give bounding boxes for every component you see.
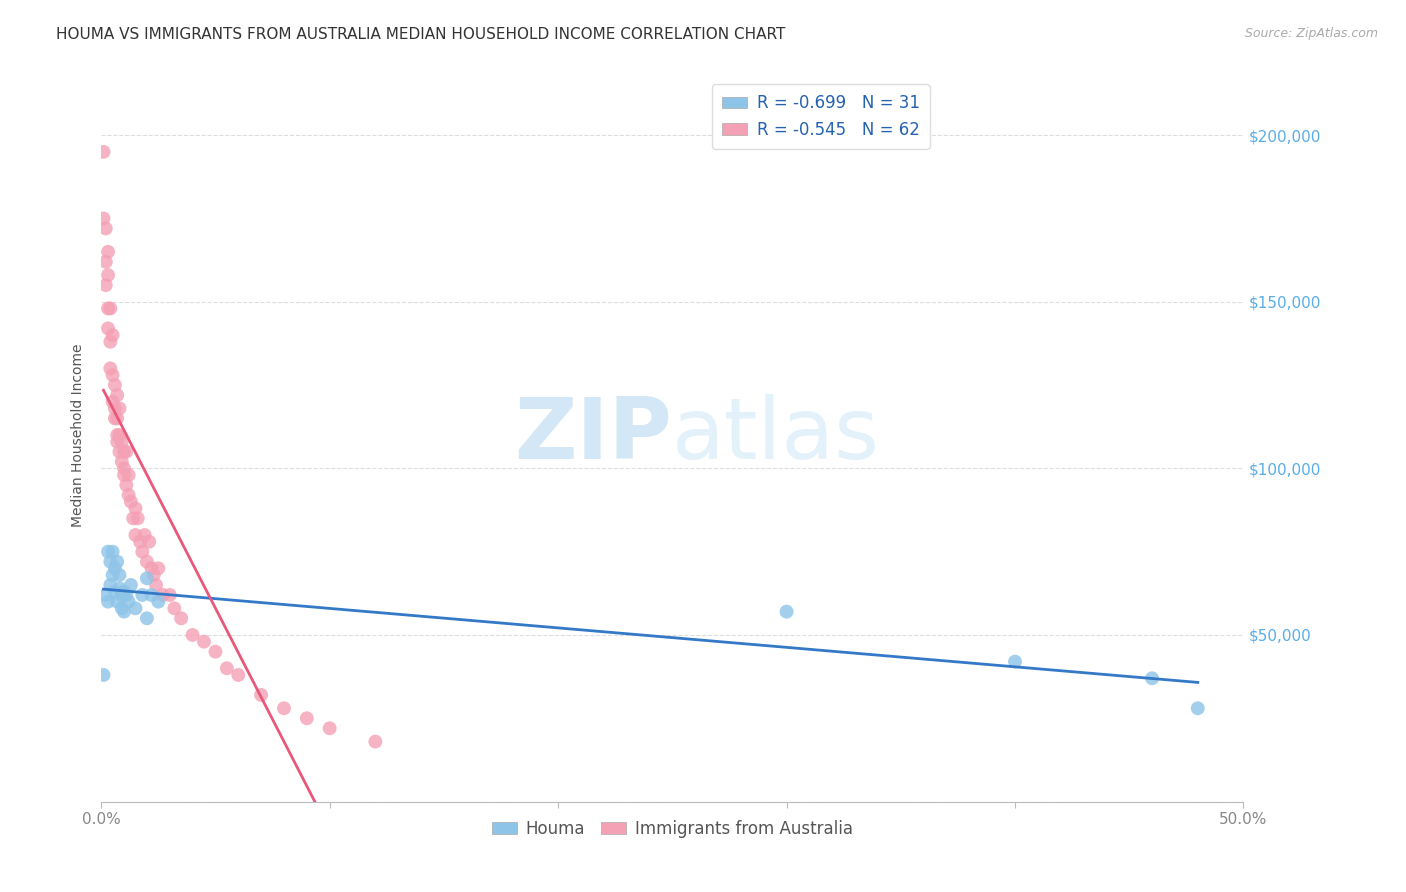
- Point: [104, 411, 127, 425]
- Point: [364, 734, 387, 748]
- Point: [181, 628, 204, 642]
- Point: [108, 582, 131, 596]
- Point: [131, 544, 153, 558]
- Point: [105, 428, 128, 442]
- Point: [111, 601, 134, 615]
- Point: [94, 254, 117, 268]
- Point: [141, 561, 163, 575]
- Point: [120, 494, 142, 508]
- Point: [108, 568, 131, 582]
- Point: [142, 568, 165, 582]
- Point: [97, 321, 120, 335]
- Point: [112, 605, 135, 619]
- Point: [135, 555, 157, 569]
- Point: [108, 428, 131, 442]
- Point: [159, 588, 181, 602]
- Text: atlas: atlas: [672, 393, 880, 476]
- Point: [193, 634, 215, 648]
- Point: [112, 461, 135, 475]
- Point: [97, 594, 120, 608]
- Point: [117, 468, 139, 483]
- Point: [104, 561, 127, 575]
- Point: [104, 584, 127, 599]
- Point: [101, 568, 124, 582]
- Point: [152, 588, 174, 602]
- Point: [112, 584, 135, 599]
- Point: [1004, 655, 1026, 669]
- Point: [135, 571, 157, 585]
- Point: [145, 578, 167, 592]
- Point: [124, 601, 146, 615]
- Legend: Houma, Immigrants from Australia: Houma, Immigrants from Australia: [485, 814, 859, 845]
- Point: [124, 501, 146, 516]
- Point: [117, 488, 139, 502]
- Point: [97, 544, 120, 558]
- Point: [97, 244, 120, 259]
- Y-axis label: Median Household Income: Median Household Income: [72, 343, 86, 527]
- Point: [129, 534, 152, 549]
- Point: [115, 588, 138, 602]
- Point: [111, 588, 134, 602]
- Point: [97, 268, 120, 282]
- Point: [135, 611, 157, 625]
- Point: [94, 278, 117, 293]
- Point: [120, 578, 142, 592]
- Text: Source: ZipAtlas.com: Source: ZipAtlas.com: [1244, 27, 1378, 40]
- Point: [93, 211, 115, 226]
- Point: [105, 555, 128, 569]
- Point: [98, 301, 121, 316]
- Point: [112, 468, 135, 483]
- Point: [111, 455, 134, 469]
- Point: [215, 661, 238, 675]
- Point: [105, 388, 128, 402]
- Point: [1140, 671, 1163, 685]
- Text: HOUMA VS IMMIGRANTS FROM AUSTRALIA MEDIAN HOUSEHOLD INCOME CORRELATION CHART: HOUMA VS IMMIGRANTS FROM AUSTRALIA MEDIA…: [56, 27, 786, 42]
- Point: [250, 688, 273, 702]
- Point: [148, 594, 170, 608]
- Point: [101, 328, 124, 343]
- Point: [97, 301, 120, 316]
- Point: [101, 544, 124, 558]
- Point: [94, 221, 117, 235]
- Point: [131, 588, 153, 602]
- Point: [170, 611, 193, 625]
- Point: [112, 444, 135, 458]
- Point: [1187, 701, 1209, 715]
- Point: [775, 605, 797, 619]
- Point: [127, 511, 149, 525]
- Point: [93, 668, 115, 682]
- Point: [105, 434, 128, 449]
- Point: [98, 578, 121, 592]
- Point: [134, 528, 156, 542]
- Point: [94, 588, 117, 602]
- Point: [148, 561, 170, 575]
- Point: [105, 411, 128, 425]
- Text: ZIP: ZIP: [515, 393, 672, 476]
- Point: [98, 555, 121, 569]
- Point: [98, 334, 121, 349]
- Point: [111, 434, 134, 449]
- Point: [273, 701, 295, 715]
- Point: [141, 588, 163, 602]
- Point: [115, 444, 138, 458]
- Point: [101, 368, 124, 382]
- Point: [98, 361, 121, 376]
- Point: [101, 394, 124, 409]
- Point: [318, 721, 340, 735]
- Point: [295, 711, 318, 725]
- Point: [226, 668, 249, 682]
- Point: [104, 378, 127, 392]
- Point: [105, 594, 128, 608]
- Point: [124, 528, 146, 542]
- Point: [138, 534, 160, 549]
- Point: [108, 401, 131, 416]
- Point: [163, 601, 186, 615]
- Point: [204, 645, 226, 659]
- Point: [108, 444, 131, 458]
- Point: [117, 594, 139, 608]
- Point: [122, 511, 145, 525]
- Point: [93, 145, 115, 159]
- Point: [104, 401, 127, 416]
- Point: [115, 478, 138, 492]
